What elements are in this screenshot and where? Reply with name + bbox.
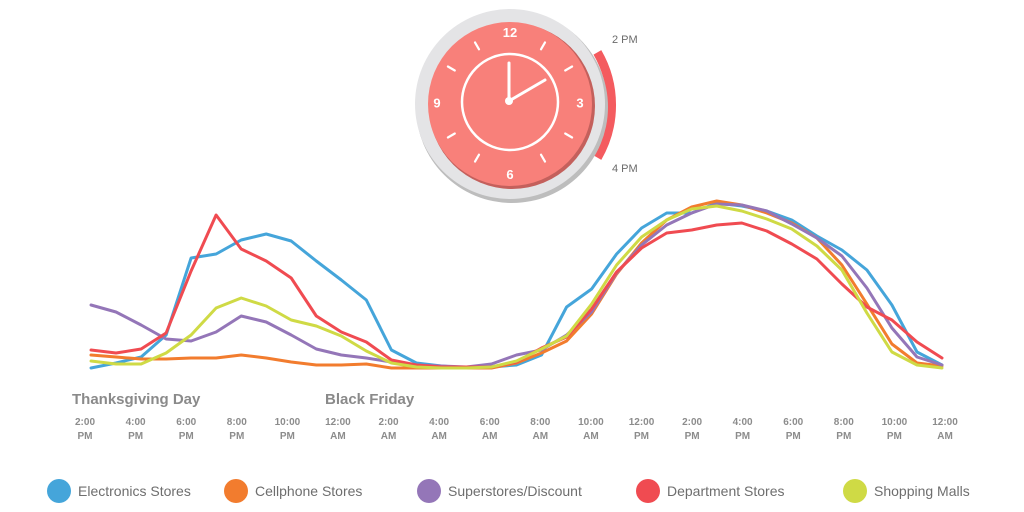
day-label-black-friday: Black Friday [325, 391, 415, 408]
x-tick-label: 4:00 PM [733, 417, 753, 442]
clock: 2 PM 4 PM 12 3 6 9 [415, 9, 638, 203]
clock-number-9: 9 [433, 95, 440, 110]
clock-center-pin [505, 97, 513, 105]
series-line-cellphone-stores [89, 199, 944, 370]
clock-number-6: 6 [506, 167, 513, 182]
legend-swatch-cellphone-stores [224, 479, 248, 503]
series-line-electronics-stores [89, 201, 944, 370]
x-tick-label: 6:00 PM [176, 417, 196, 442]
chart-series [89, 199, 944, 370]
x-tick-label: 8:00 AM [530, 417, 550, 442]
x-tick-label: 4:00 PM [126, 417, 146, 442]
legend-label-shopping-malls: Shopping Malls [874, 483, 970, 499]
x-tick-label: 8:00 PM [227, 417, 247, 442]
x-tick-label: 2:00 PM [682, 417, 702, 442]
clock-number-12: 12 [503, 25, 517, 40]
legend-swatch-electronics-stores [47, 479, 71, 503]
x-tick-label: 6:00 AM [480, 417, 500, 442]
legend-label-cellphone-stores: Cellphone Stores [255, 483, 362, 499]
legend-label-superstores-discount: Superstores/Discount [448, 483, 582, 499]
x-axis-ticks: 2:00 PM 4:00 PM 6:00 PM 8:00 PM 10:00 PM 12:00 AM 2:… [75, 417, 958, 442]
series-line-superstores-discount [89, 202, 944, 369]
legend-label-electronics-stores: Electronics Stores [78, 483, 191, 499]
legend-label-department-stores: Department Stores [667, 483, 785, 499]
clock-number-3: 3 [576, 95, 583, 110]
x-tick-label: 6:00 PM [783, 417, 803, 442]
legend-swatch-shopping-malls [843, 479, 867, 503]
x-tick-label: 2:00 PM [75, 417, 95, 442]
clock-hour-ticks [446, 41, 574, 163]
x-tick-label: 2:00 AM [378, 417, 398, 442]
clock-range-start-label: 2 PM [612, 34, 638, 46]
legend: Electronics Stores Cellphone Stores Supers… [47, 479, 970, 503]
x-tick-label: 10:00 PM [882, 417, 908, 442]
clock-time-range-arc [593, 50, 616, 160]
clock-hour-hand [507, 78, 547, 103]
x-tick-label: 12:00 AM [932, 417, 958, 442]
clock-range-end-label: 4 PM [612, 163, 638, 175]
x-tick-label: 4:00 AM [429, 417, 449, 442]
x-tick-label: 12:00 PM [629, 417, 655, 442]
x-tick-label: 8:00 PM [834, 417, 854, 442]
x-tick-label: 10:00 PM [275, 417, 301, 442]
day-label-thanksgiving: Thanksgiving Day [72, 391, 201, 408]
x-tick-label: 10:00 AM [578, 417, 604, 442]
legend-swatch-superstores-discount [417, 479, 441, 503]
legend-swatch-department-stores [636, 479, 660, 503]
x-tick-label: 12:00 AM [325, 417, 351, 442]
clock-inner-ring [460, 52, 560, 152]
series-line-shopping-malls [89, 204, 944, 370]
